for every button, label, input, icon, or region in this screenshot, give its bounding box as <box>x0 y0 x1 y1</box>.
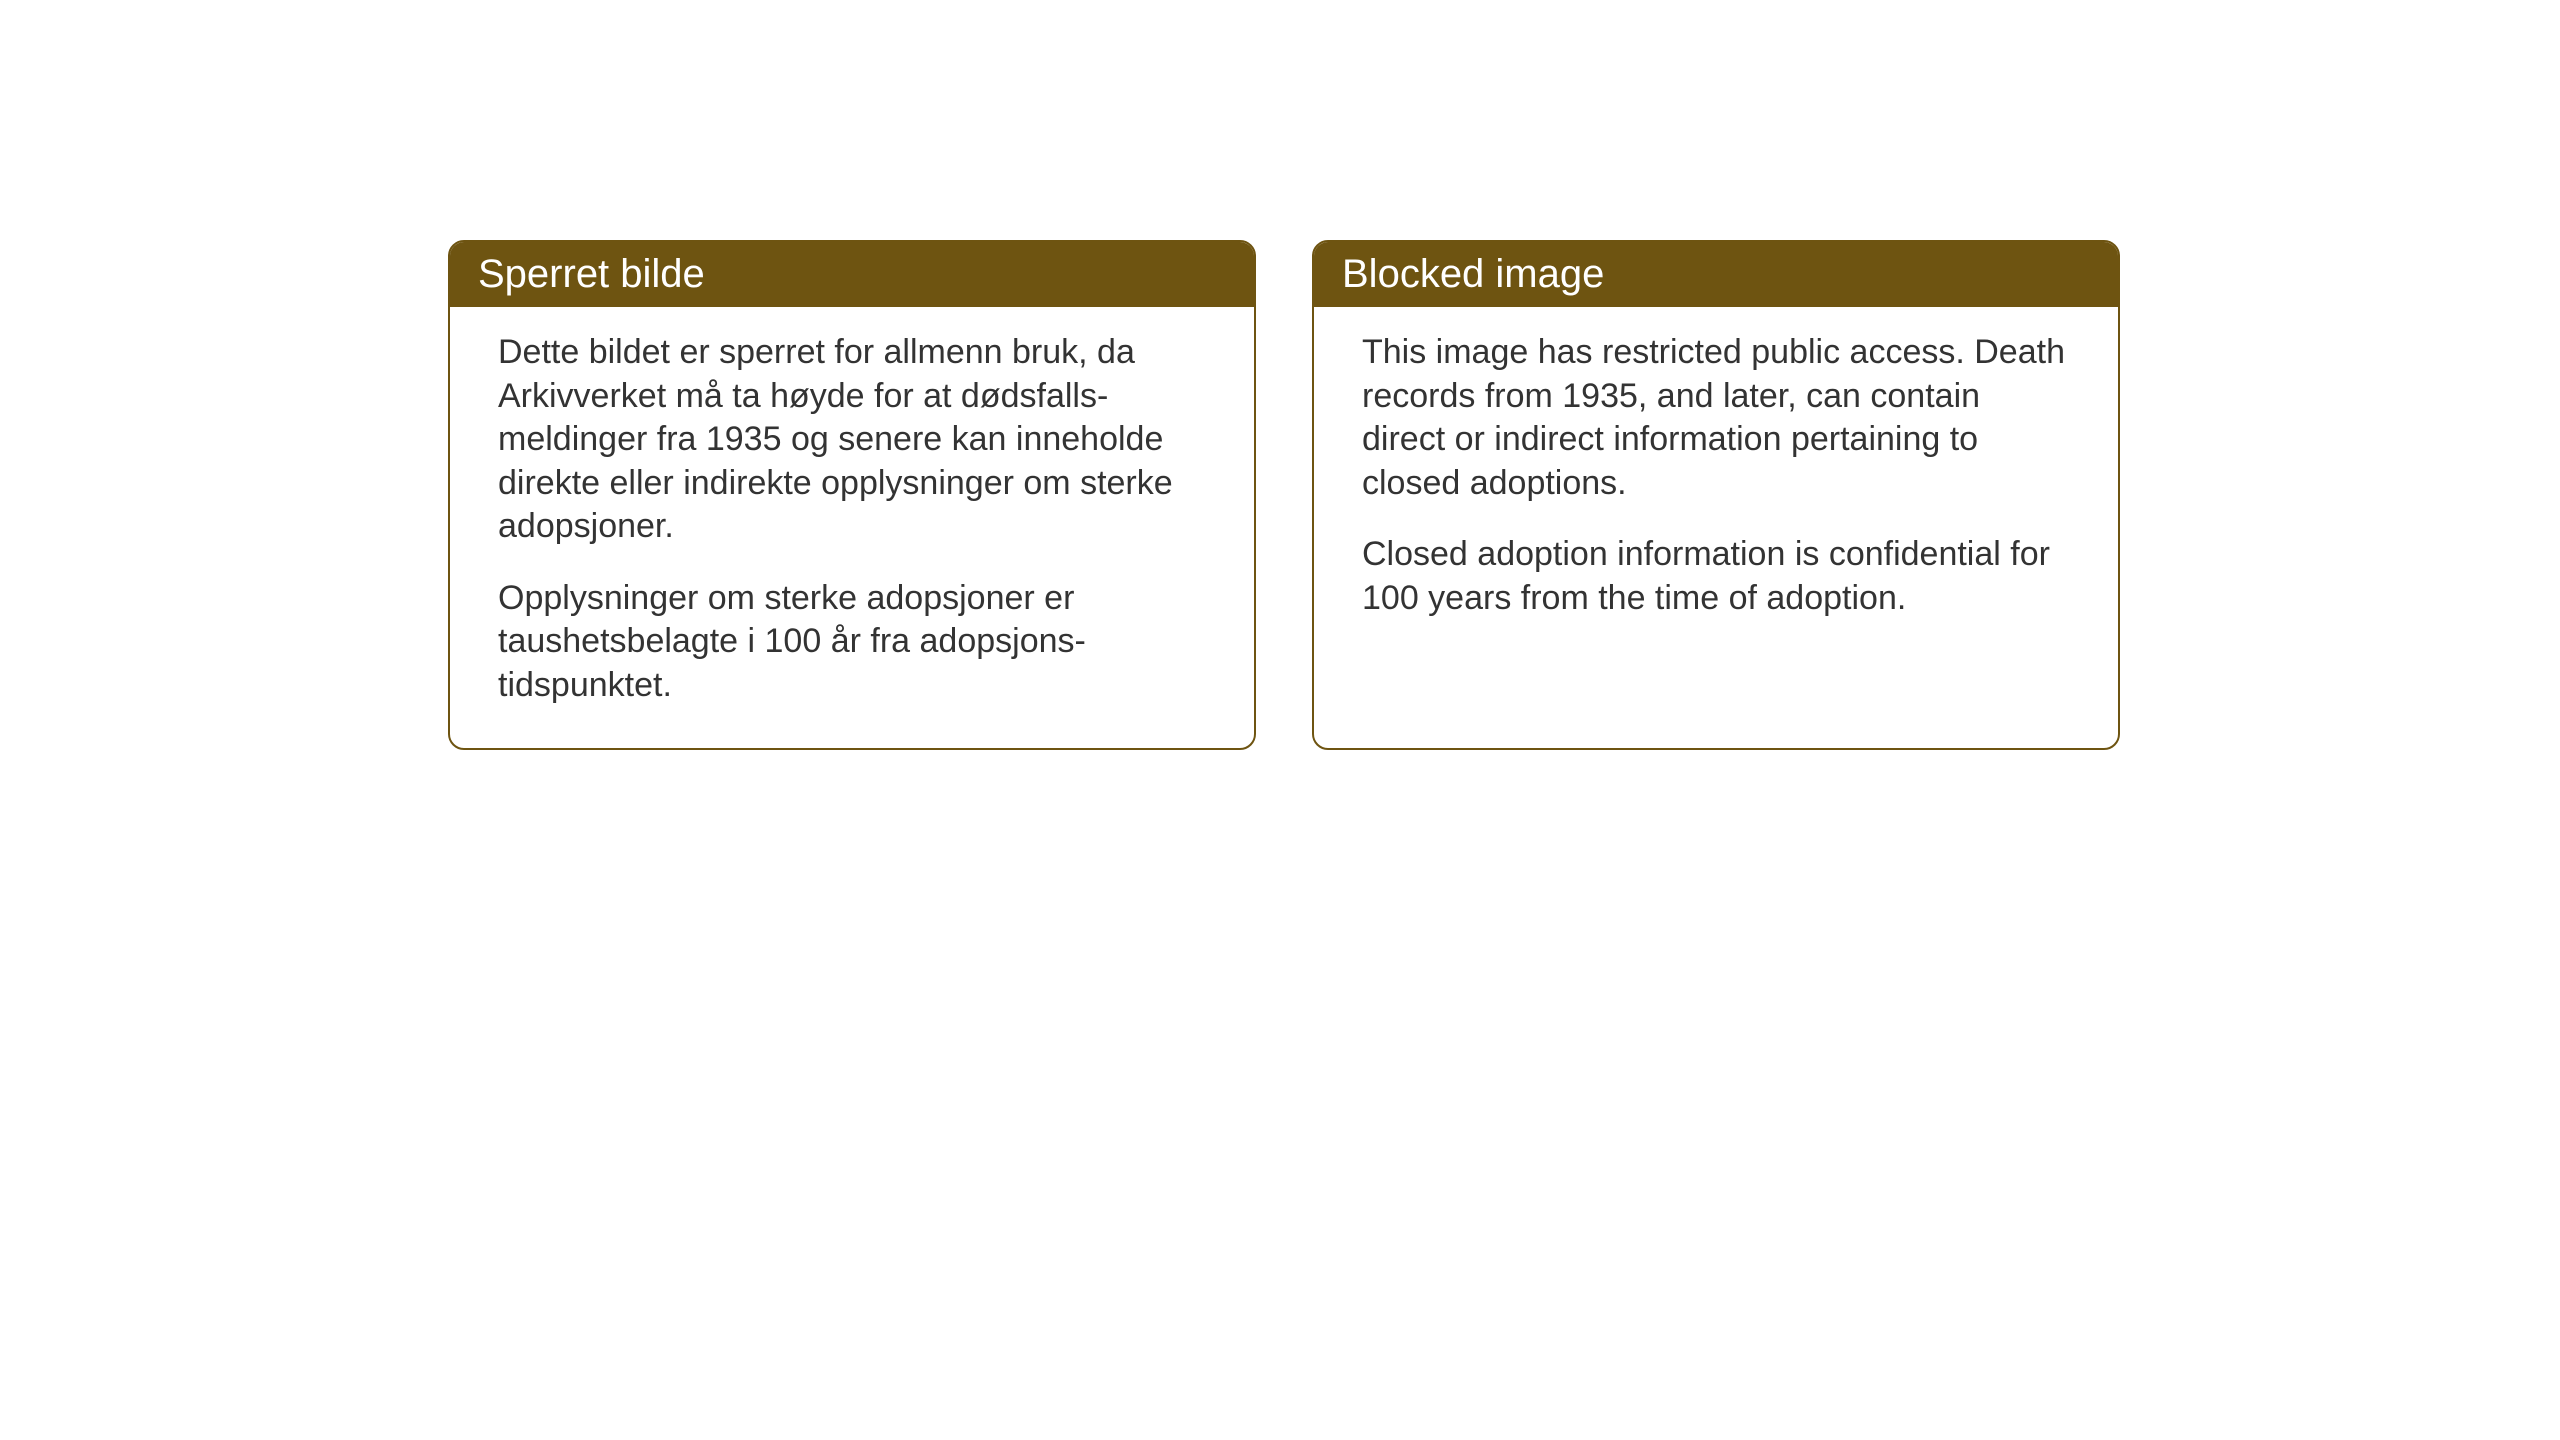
norwegian-notice-card: Sperret bilde Dette bildet er sperret fo… <box>448 240 1256 750</box>
english-notice-card: Blocked image This image has restricted … <box>1312 240 2120 750</box>
english-card-title: Blocked image <box>1342 252 1604 296</box>
norwegian-card-title: Sperret bilde <box>478 252 705 296</box>
norwegian-paragraph-1: Dette bildet er sperret for allmenn bruk… <box>498 331 1206 549</box>
english-card-header: Blocked image <box>1314 242 2118 307</box>
english-paragraph-1: This image has restricted public access.… <box>1362 331 2070 505</box>
notice-container: Sperret bilde Dette bildet er sperret fo… <box>448 240 2120 750</box>
norwegian-card-header: Sperret bilde <box>450 242 1254 307</box>
norwegian-card-body: Dette bildet er sperret for allmenn bruk… <box>450 307 1254 750</box>
english-paragraph-2: Closed adoption information is confident… <box>1362 533 2070 620</box>
english-card-body: This image has restricted public access.… <box>1314 307 2118 664</box>
norwegian-paragraph-2: Opplysninger om sterke adopsjoner er tau… <box>498 577 1206 708</box>
